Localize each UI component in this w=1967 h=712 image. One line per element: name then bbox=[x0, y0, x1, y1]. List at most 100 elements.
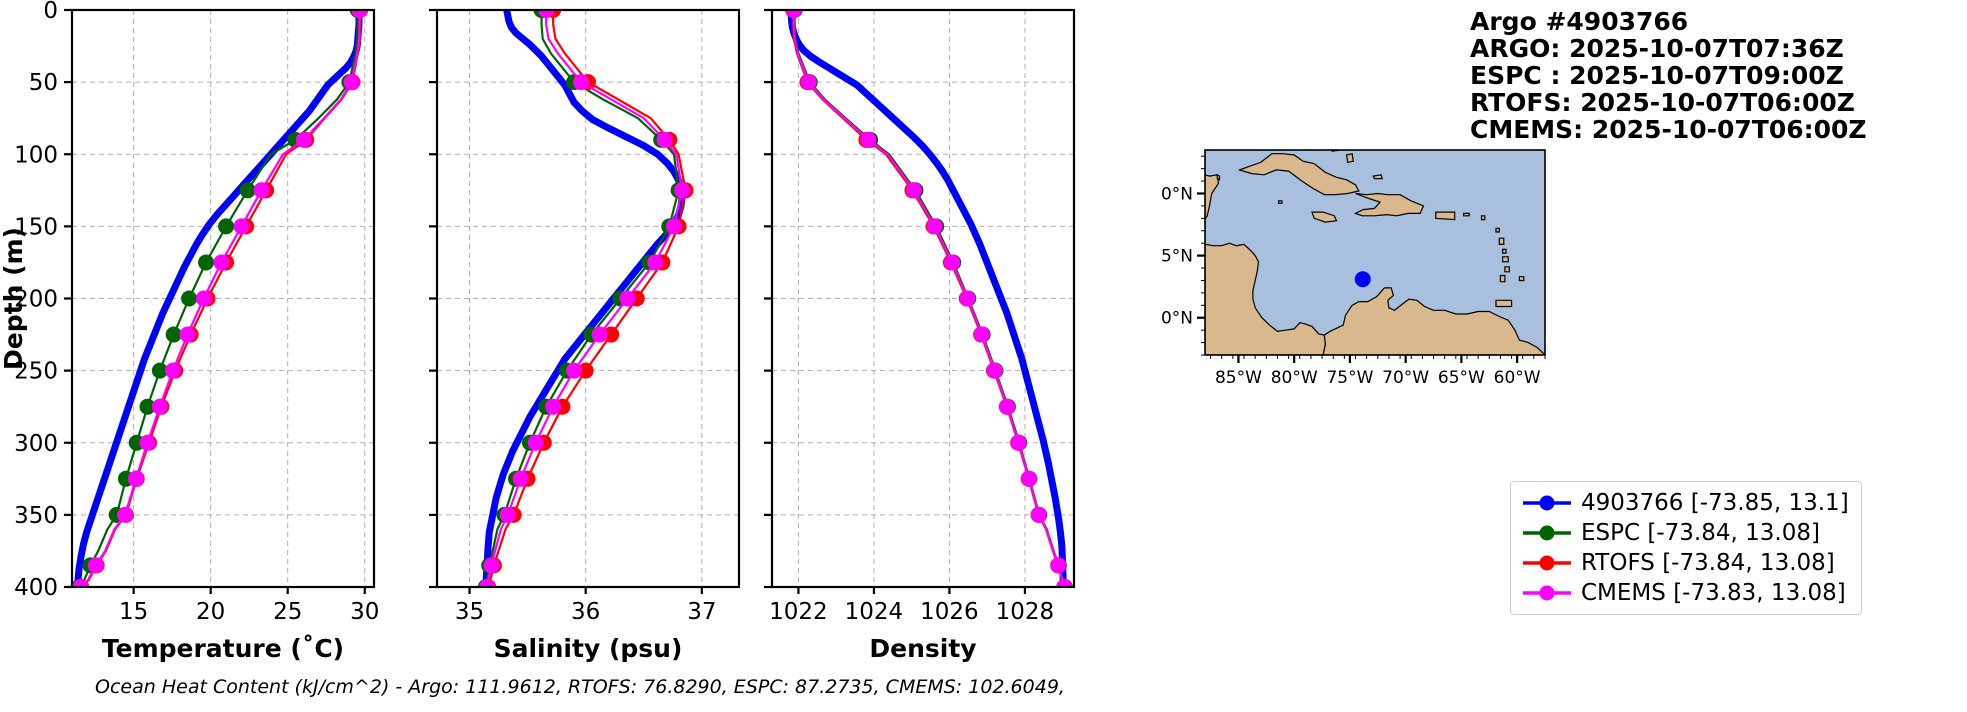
map-lon-label: 65°W bbox=[1438, 368, 1485, 388]
xtick-label: 1026 bbox=[920, 599, 979, 625]
legend-swatch-espc bbox=[1523, 525, 1571, 541]
xtick-label: 36 bbox=[571, 599, 600, 625]
series-marker-RTOFS bbox=[858, 131, 875, 148]
series-marker-RTOFS bbox=[485, 557, 502, 574]
series-marker-ESPC bbox=[641, 254, 658, 271]
series-marker-ESPC bbox=[999, 398, 1016, 415]
series-marker-ESPC bbox=[801, 74, 818, 91]
series-marker-RTOFS bbox=[985, 362, 1002, 379]
ytick-label: 250 bbox=[14, 359, 58, 385]
series-marker-CMEMS bbox=[151, 398, 168, 415]
legend-swatch-rtofs bbox=[1523, 555, 1571, 571]
map-lon-label: 70°W bbox=[1382, 368, 1429, 388]
series-marker-ESPC bbox=[1056, 579, 1073, 587]
legend-label: RTOFS [-73.84, 13.08] bbox=[1581, 550, 1835, 576]
series-line-ESPC bbox=[793, 10, 1067, 587]
legend-entry-2[interactable]: RTOFS [-73.84, 13.08] bbox=[1521, 548, 1849, 578]
header-line-4: CMEMS: 2025-10-07T06:00Z bbox=[1470, 115, 1867, 144]
series-line-ESPC bbox=[77, 10, 359, 587]
series-marker-ESPC bbox=[566, 74, 583, 91]
series-marker-ESPC bbox=[477, 579, 494, 587]
series-marker-RTOFS bbox=[1056, 579, 1073, 587]
ytick-label: 200 bbox=[14, 287, 58, 313]
series-marker-CMEMS bbox=[785, 10, 802, 18]
series-marker-RTOFS bbox=[654, 254, 671, 271]
series-marker-ESPC bbox=[786, 10, 803, 18]
series-marker-RTOFS bbox=[1020, 470, 1037, 487]
header-line-1: ARGO: 2025-10-07T07:36Z bbox=[1470, 34, 1844, 63]
series-line-CMEMS bbox=[79, 10, 361, 587]
series-marker-ESPC bbox=[507, 470, 524, 487]
legend-label: CMEMS [-73.83, 13.08] bbox=[1581, 580, 1846, 606]
map-landmass bbox=[1372, 174, 1383, 180]
xtick-label: 30 bbox=[350, 599, 379, 625]
series-marker-RTOFS bbox=[141, 434, 158, 451]
xtick-label: 20 bbox=[196, 599, 225, 625]
series-marker-RTOFS bbox=[88, 557, 105, 574]
series-line-CMEMS bbox=[792, 10, 1066, 587]
xtick-label: 15 bbox=[119, 599, 148, 625]
temperature-profile-panel: 15 20 25 30 0 50 100 150 200 250 300 350 400 Temperat… bbox=[0, 0, 379, 663]
series-marker-ESPC bbox=[496, 506, 513, 523]
ytick-label: 50 bbox=[29, 70, 58, 96]
series-line-4903766 bbox=[787, 10, 1067, 587]
series-marker-CMEMS bbox=[233, 218, 250, 235]
legend-entry-3[interactable]: CMEMS [-73.83, 13.08] bbox=[1521, 578, 1849, 608]
series-marker-ESPC bbox=[139, 398, 156, 415]
series-marker-RTOFS bbox=[603, 326, 620, 343]
map-landmass bbox=[1353, 192, 1425, 217]
series-marker-RTOFS bbox=[580, 74, 596, 91]
series-marker-ESPC bbox=[117, 470, 134, 487]
series-marker-CMEMS bbox=[665, 218, 682, 235]
series-marker-CMEMS bbox=[905, 182, 922, 199]
series-marker-CMEMS bbox=[478, 579, 495, 587]
legend-entry-0[interactable]: 4903766 [-73.85, 13.1] bbox=[1521, 488, 1849, 518]
ytick-label: 100 bbox=[14, 142, 58, 168]
series-marker-ESPC bbox=[559, 362, 576, 379]
plot-frame bbox=[70, 8, 376, 589]
series-marker-RTOFS bbox=[153, 398, 170, 415]
legend-entry-1[interactable]: ESPC [-73.84, 13.08] bbox=[1521, 518, 1849, 548]
series-marker-RTOFS bbox=[799, 74, 816, 91]
header-line-2: ESPC : 2025-10-07T09:00Z bbox=[1470, 61, 1844, 90]
series-marker-CMEMS bbox=[127, 470, 144, 487]
header-line-0: Argo #4903766 bbox=[1470, 7, 1689, 36]
series-marker-ESPC bbox=[341, 74, 358, 91]
series-marker-CMEMS bbox=[1021, 470, 1038, 487]
xtick-label: 37 bbox=[687, 599, 716, 625]
series-marker-ESPC bbox=[1031, 506, 1048, 523]
plot-frame bbox=[770, 8, 1076, 589]
series-line-ESPC bbox=[484, 10, 680, 587]
legend-label: 4903766 [-73.85, 13.1] bbox=[1581, 490, 1849, 516]
series-marker-CMEMS bbox=[674, 182, 691, 199]
series-marker-ESPC bbox=[862, 131, 879, 148]
series-marker-ESPC bbox=[1021, 470, 1038, 487]
map-landmass bbox=[1322, 287, 1545, 355]
series-marker-CMEMS bbox=[483, 557, 500, 574]
header-line-3: RTOFS: 2025-10-07T06:00Z bbox=[1470, 88, 1855, 117]
series-marker-ESPC bbox=[974, 326, 991, 343]
series-marker-CMEMS bbox=[986, 362, 1003, 379]
map-landmass bbox=[1498, 237, 1505, 245]
series-line-RTOFS bbox=[80, 10, 362, 587]
legend-swatch-cmems bbox=[1523, 585, 1571, 601]
xtick-label: 1028 bbox=[996, 599, 1055, 625]
series-marker-CMEMS bbox=[87, 557, 104, 574]
series-marker-CMEMS bbox=[139, 434, 156, 451]
series-marker-ESPC bbox=[945, 254, 962, 271]
series-marker-RTOFS bbox=[554, 398, 571, 415]
map-landmass bbox=[1495, 227, 1500, 233]
x-axis-title: Salinity (psu) bbox=[494, 634, 683, 663]
map-landmass bbox=[1502, 256, 1509, 263]
series-marker-RTOFS bbox=[1010, 434, 1027, 451]
series-marker-CMEMS bbox=[351, 10, 368, 18]
series-marker-RTOFS bbox=[785, 10, 802, 18]
series-marker-RTOFS bbox=[182, 326, 199, 343]
series-marker-ESPC bbox=[349, 10, 366, 18]
series-marker-CMEMS bbox=[499, 506, 516, 523]
ohc-caption-wrap: Ocean Heat Content (kJ/cm^2) - Argo: 111… bbox=[0, 676, 1160, 698]
xtick-label: 1022 bbox=[769, 599, 828, 625]
series-marker-CMEMS bbox=[1056, 579, 1073, 587]
series-marker-ESPC bbox=[928, 218, 945, 235]
